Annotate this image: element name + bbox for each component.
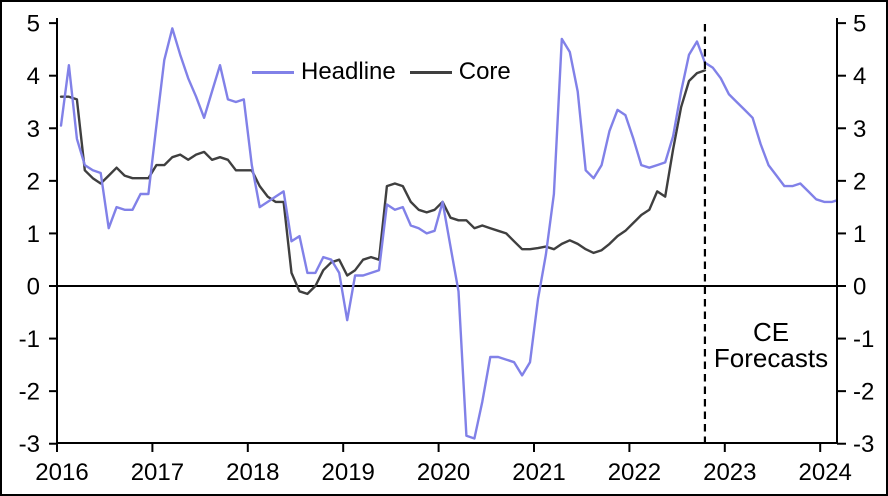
core-series-line <box>59 69 707 296</box>
y-tick-label-right: 2 <box>853 168 866 195</box>
y-tick-label-right: 1 <box>853 221 866 248</box>
y-tick-label-right: -2 <box>853 379 874 406</box>
x-tick-label: 2020 <box>417 459 470 486</box>
x-tick-label: 2023 <box>703 459 756 486</box>
x-tick-label: 2019 <box>322 459 375 486</box>
x-tick-label: 2016 <box>35 459 88 486</box>
legend-item-core: Core <box>409 58 511 86</box>
y-tick-label-right: -3 <box>853 431 874 458</box>
y-tick-label-right: 4 <box>853 63 866 90</box>
y-tick-label-left: 5 <box>27 11 40 38</box>
x-tick-label: 2024 <box>799 459 852 486</box>
legend-item-headline: Headline <box>252 58 396 86</box>
y-tick-label-left: -1 <box>19 326 40 353</box>
y-tick-label-left: 2 <box>27 168 40 195</box>
x-tick-label: 2017 <box>131 459 184 486</box>
y-tick-label-left: 4 <box>27 63 40 90</box>
headline-series-line <box>59 27 837 440</box>
y-tick-label-right: 3 <box>853 116 866 143</box>
y-tick-label-right: -1 <box>853 326 874 353</box>
y-tick-label-left: -2 <box>19 379 40 406</box>
legend-label-headline: Headline <box>301 58 396 85</box>
y-tick-label-right: 0 <box>853 274 866 301</box>
core-line-swatch <box>409 70 452 74</box>
x-tick-label: 2018 <box>226 459 279 486</box>
ce-forecasts-line2: Forecasts <box>713 343 829 373</box>
x-tick-label: 2021 <box>512 459 565 486</box>
y-tick-label-left: 0 <box>27 274 40 301</box>
chart-legend: Headline Core <box>252 58 511 86</box>
y-tick-label-left: -3 <box>19 431 40 458</box>
ce-forecasts-line1: CE <box>752 317 790 347</box>
y-tick-label-left: 1 <box>27 221 40 248</box>
x-tick-label: 2022 <box>608 459 661 486</box>
y-tick-label-left: 3 <box>27 116 40 143</box>
headline-line-swatch <box>252 70 294 74</box>
legend-label-core: Core <box>458 58 511 85</box>
ce-forecasts-label: CE Forecasts <box>701 319 841 371</box>
y-tick-label-right: 5 <box>853 11 866 38</box>
